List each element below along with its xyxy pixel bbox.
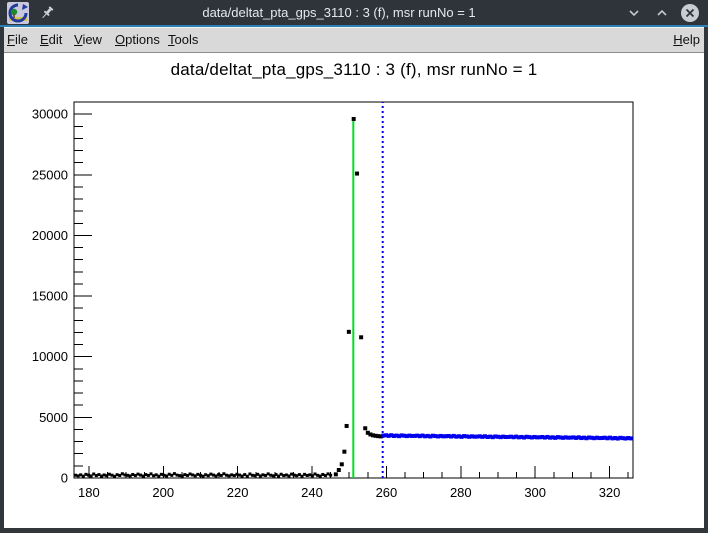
menu-file[interactable]: File (7, 32, 28, 47)
root-app-icon (7, 2, 29, 24)
svg-text:320: 320 (599, 485, 621, 500)
svg-text:10000: 10000 (32, 349, 68, 364)
window-border-right (704, 27, 708, 533)
svg-text:240: 240 (301, 485, 323, 500)
svg-text:20000: 20000 (32, 228, 68, 243)
svg-text:180: 180 (78, 485, 100, 500)
chevron-up-icon (657, 9, 667, 16)
svg-text:280: 280 (450, 485, 472, 500)
minimize-button[interactable] (624, 3, 644, 23)
svg-text:0: 0 (61, 471, 68, 486)
plot-title: data/deltat_pta_gps_3110 : 3 (f), msr ru… (170, 60, 538, 79)
chevron-down-icon (629, 9, 639, 16)
svg-text:260: 260 (376, 485, 398, 500)
svg-text:30000: 30000 (32, 107, 68, 122)
window-title: data/deltat_pta_gps_3110 : 3 (f), msr ru… (202, 5, 476, 20)
root-canvas[interactable]: 180 200 220 240 260 280 300 320 0 5000 10000 15000 2… (4, 53, 704, 528)
window-border-bottom (0, 528, 708, 533)
svg-text:25000: 25000 (32, 167, 68, 182)
svg-text:220: 220 (227, 485, 249, 500)
svg-text:15000: 15000 (32, 289, 68, 304)
svg-text:300: 300 (524, 485, 546, 500)
menu-edit[interactable]: Edit (40, 32, 63, 47)
menubar: File Edit View Options Tools Help (0, 27, 708, 53)
menu-view[interactable]: View (74, 32, 102, 47)
plot-svg[interactable]: 180 200 220 240 260 280 300 320 0 5000 10000 15000 2… (4, 53, 704, 528)
menu-options[interactable]: Options (115, 32, 160, 47)
active-window-accent-line (0, 25, 708, 27)
svg-text:5000: 5000 (39, 410, 68, 425)
maximize-button[interactable] (652, 3, 672, 23)
pin-icon[interactable] (38, 4, 56, 22)
menu-tools[interactable]: Tools (168, 32, 199, 47)
titlebar[interactable]: data/deltat_pta_gps_3110 : 3 (f), msr ru… (0, 0, 708, 25)
window-border-left (0, 27, 4, 533)
close-button[interactable] (680, 3, 700, 23)
close-icon (681, 3, 699, 22)
svg-text:200: 200 (152, 485, 174, 500)
menu-help[interactable]: Help (673, 32, 700, 47)
